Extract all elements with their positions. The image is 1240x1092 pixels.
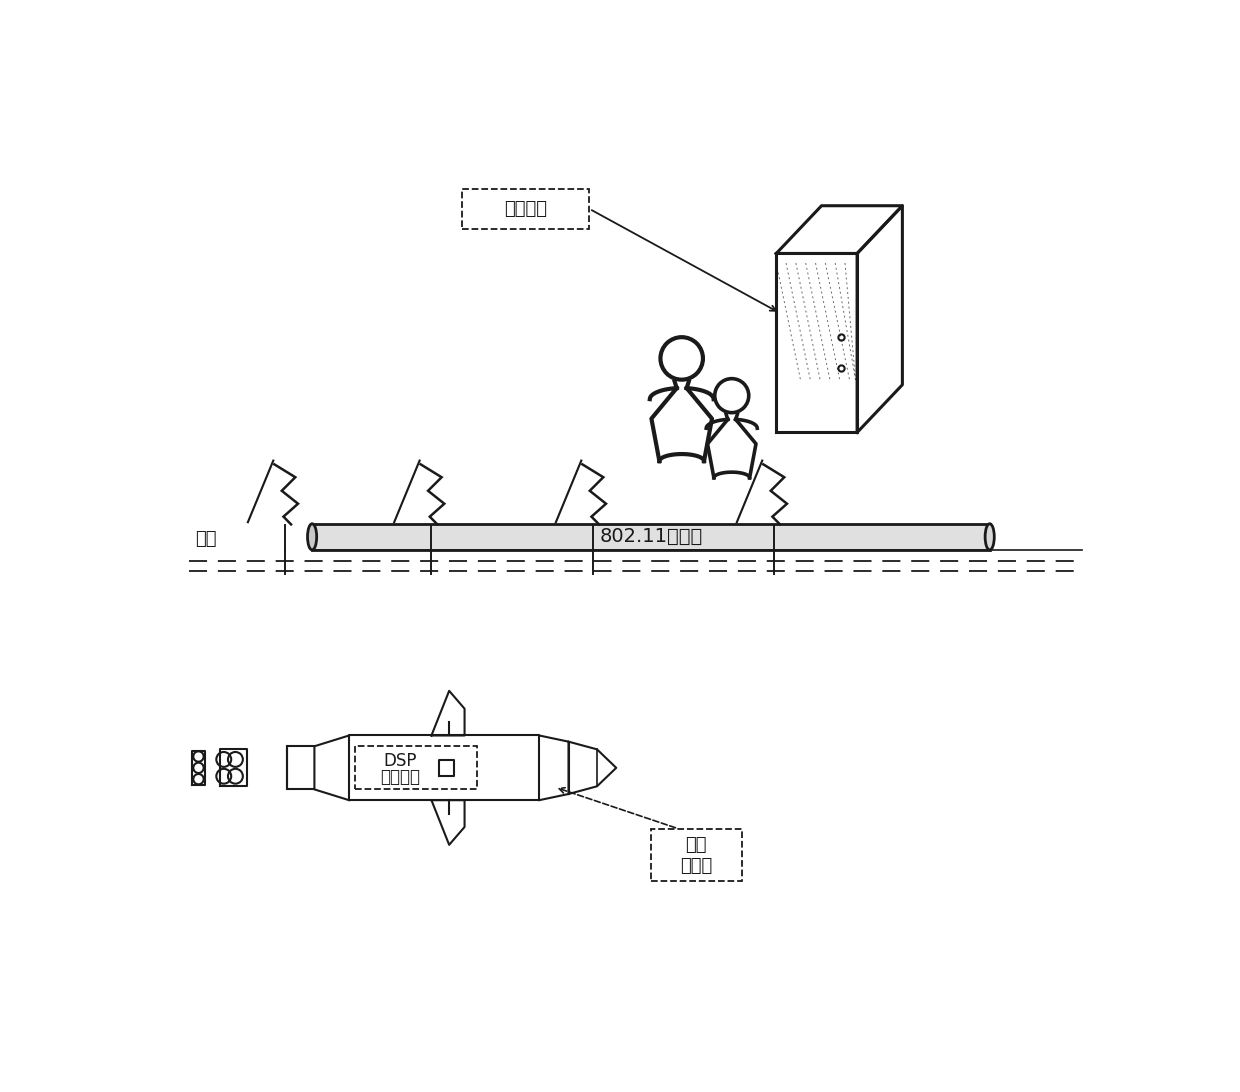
Text: DSP: DSP <box>383 752 417 770</box>
Text: 水面: 水面 <box>195 530 217 547</box>
Ellipse shape <box>985 524 994 550</box>
Ellipse shape <box>308 524 316 550</box>
FancyBboxPatch shape <box>651 829 742 881</box>
FancyBboxPatch shape <box>463 189 589 229</box>
Text: 水下: 水下 <box>686 836 707 854</box>
Text: 802.11以太网: 802.11以太网 <box>599 527 703 546</box>
Bar <box>312 524 990 550</box>
Text: 岸基设备: 岸基设备 <box>505 200 547 217</box>
FancyBboxPatch shape <box>355 746 477 790</box>
Text: 自检模块: 自检模块 <box>381 768 420 786</box>
Text: 机器人: 机器人 <box>681 857 713 876</box>
